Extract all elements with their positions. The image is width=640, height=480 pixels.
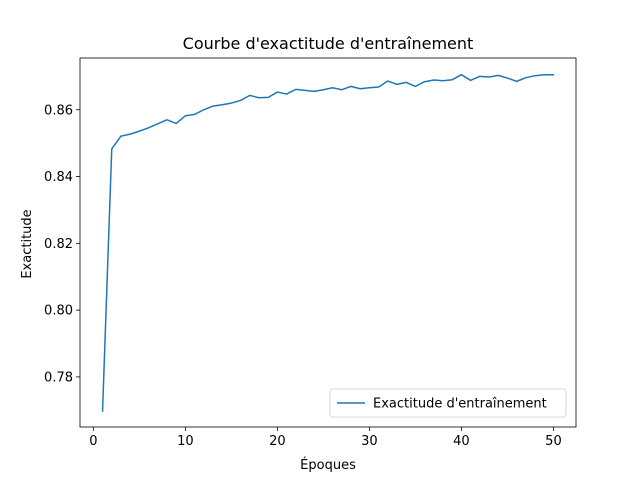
x-tick-label: 0 (89, 434, 97, 449)
x-tick-label: 20 (269, 434, 286, 449)
y-axis: 0.78 0.80 0.82 0.84 0.86 (44, 103, 80, 385)
y-tick-label: 0.86 (44, 103, 73, 118)
chart-title: Courbe d'exactitude d'entraînement (183, 34, 474, 53)
plot-frame (79, 57, 577, 428)
plot-area (79, 57, 577, 428)
chart-legend: Exactitude d'entraînement (329, 388, 567, 418)
x-tick-label: 10 (177, 434, 194, 449)
y-tick-label: 0.78 (44, 370, 73, 385)
y-axis-title: Exactitude (20, 209, 35, 278)
x-tick-label: 30 (361, 434, 378, 449)
legend-box (329, 388, 567, 418)
x-axis: 0 10 20 30 40 50 (89, 427, 562, 449)
y-tick-label: 0.84 (44, 170, 73, 185)
legend-label: Exactitude d'entraînement (373, 397, 547, 412)
y-tick-label: 0.82 (44, 237, 73, 252)
x-tick-label: 40 (453, 434, 470, 449)
x-axis-title: Époques (300, 457, 356, 473)
y-tick-label: 0.80 (44, 304, 73, 319)
x-tick-label: 50 (545, 434, 562, 449)
series-line-0 (101, 73, 555, 412)
